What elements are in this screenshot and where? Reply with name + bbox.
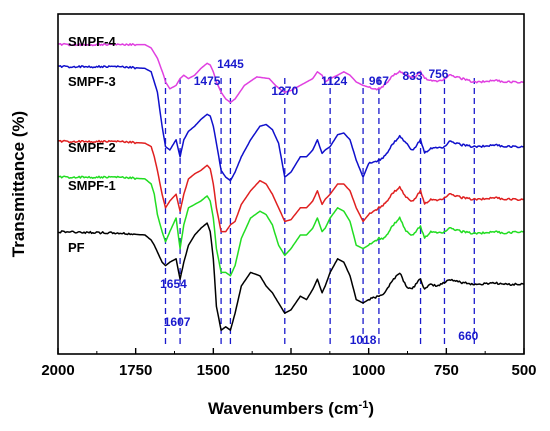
x-tick-label: 1250 <box>274 362 307 379</box>
x-axis-tick-labels: 2000 1750 1500 1250 1000 750 500 <box>41 362 536 379</box>
plot-frame <box>57 13 525 355</box>
x-tick-label: 1500 <box>197 362 230 379</box>
x-axis-title-sup: -1 <box>359 399 369 411</box>
y-axis-title: Transmittance (%) <box>9 111 28 257</box>
annotation-label-1270: 1270 <box>271 84 298 98</box>
series-label-smpf-1: SMPF-1 <box>68 178 116 193</box>
x-tick-label: 750 <box>434 362 459 379</box>
x-tick-label: 2000 <box>41 362 74 379</box>
annotation-label-1475: 1475 <box>194 74 221 88</box>
annotation-label-833: 833 <box>403 69 423 83</box>
x-axis-title-suffix: ) <box>368 399 374 418</box>
x-tick-label: 1000 <box>352 362 385 379</box>
x-tick-label: 500 <box>511 362 536 379</box>
series-label-smpf-2: SMPF-2 <box>68 140 116 155</box>
annotation-label-1654: 1654 <box>160 277 187 291</box>
annotation-label-1124: 1124 <box>321 74 347 88</box>
annotation-label-1445: 1445 <box>217 57 244 71</box>
annotation-label-660: 660 <box>458 329 478 343</box>
annotation-lines <box>164 78 475 344</box>
x-axis-title: Wavenumbers (cm-1) <box>208 399 374 418</box>
series-line-smpf-1 <box>57 175 525 277</box>
series-line-pf <box>57 222 525 331</box>
annotation-label-756: 756 <box>428 67 448 81</box>
series-line-smpf-4 <box>57 42 525 104</box>
series-lines <box>57 42 525 331</box>
series-line-smpf-2 <box>57 139 525 233</box>
annotation-labels: 1654 1607 1475 1445 1270 1124 1018 967 833 756 660 <box>160 57 478 347</box>
x-axis-title-text: Wavenumbers (cm <box>208 399 359 418</box>
annotation-label-1607: 1607 <box>164 315 191 329</box>
annotation-label-1018: 1018 <box>350 333 377 347</box>
series-label-smpf-3: SMPF-3 <box>68 74 116 89</box>
x-axis-ticks <box>57 348 525 354</box>
annotation-label-967: 967 <box>369 74 389 88</box>
series-label-smpf-4: SMPF-4 <box>68 34 116 49</box>
series-labels: SMPF-4 SMPF-3 SMPF-2 SMPF-1 PF <box>68 34 116 255</box>
x-tick-label: 1750 <box>119 362 152 379</box>
series-line-smpf-3 <box>57 64 525 182</box>
series-label-pf: PF <box>68 240 85 255</box>
